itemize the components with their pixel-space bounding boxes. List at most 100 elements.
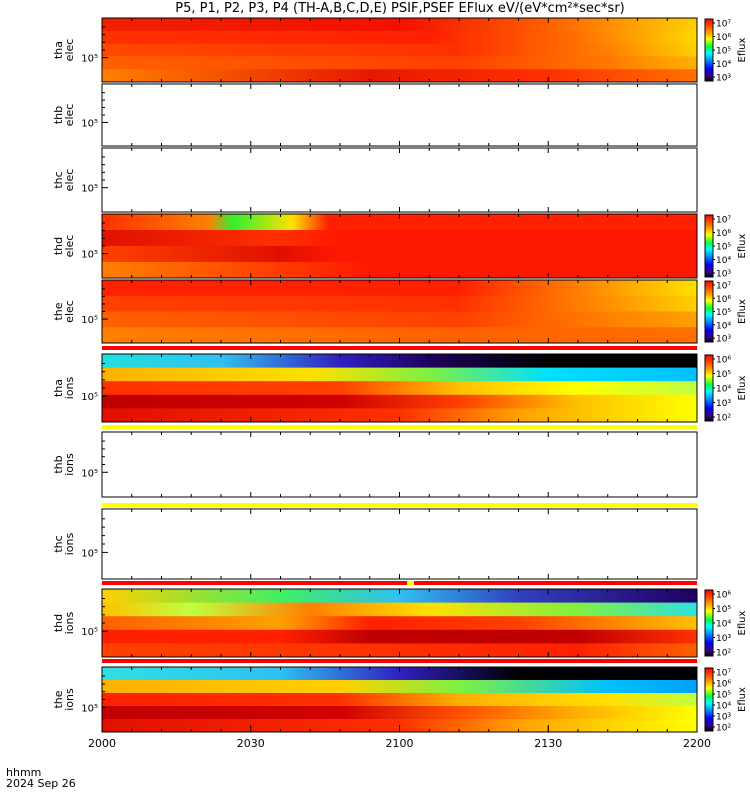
- colorbar: [704, 667, 714, 732]
- y-axis-label-line: ions: [63, 453, 76, 476]
- colorbar-tick-label: 10⁶: [716, 295, 731, 305]
- x-tick-label: 2100: [386, 737, 414, 750]
- y-axis-label-line: thc: [52, 535, 65, 552]
- panel-frame: [101, 431, 698, 498]
- colorbar-tick-label: 10⁴: [716, 321, 731, 331]
- y-axis-label-line: elec: [63, 104, 76, 127]
- colorbar-tick-label: 10⁷: [716, 216, 731, 226]
- panel-frame: [101, 83, 698, 147]
- y-tick-label: 10⁵: [81, 118, 98, 129]
- y-axis-label: thbions: [52, 453, 76, 476]
- colorbar-tick-label: 10³: [716, 634, 731, 644]
- colorbar-tick-label: 10³: [716, 399, 731, 409]
- y-axis-label-line: thb: [52, 455, 65, 473]
- colorbar-tick-label: 10⁶: [716, 591, 731, 601]
- x-tick-label: 2000: [88, 737, 116, 750]
- colorbar-tick-label: 10³: [716, 713, 731, 723]
- y-axis-label-line: the: [52, 690, 65, 708]
- x-tick-label: 2030: [237, 737, 265, 750]
- spectrogram-row: [102, 30, 697, 45]
- y-axis-label: theions: [52, 688, 76, 711]
- spectrogram-row: [102, 602, 697, 617]
- y-tick-label: 10⁵: [81, 548, 98, 559]
- y-axis-label: thbelec: [52, 104, 76, 127]
- colorbar-tick-label: 10⁶: [716, 680, 731, 690]
- y-axis-label-line: ions: [63, 376, 76, 399]
- panel-frame: [101, 147, 698, 213]
- y-axis-label: thcions: [52, 532, 76, 555]
- separator-marker: [407, 581, 414, 585]
- panel-tha-elec: 10⁵ thaelec 10⁷ 10⁶ 10⁵ 10⁴ 10³ Eflux: [52, 17, 748, 84]
- y-axis-label-line: ions: [63, 611, 76, 634]
- panel-thc-ions: 10⁵ thcions: [52, 508, 698, 580]
- y-axis-label-line: ions: [63, 532, 76, 555]
- colorbar: [704, 354, 714, 422]
- colorbar-tick-label: 10⁷: [716, 20, 731, 30]
- spectrogram-row: [102, 367, 697, 382]
- y-tick-label: 10⁵: [81, 392, 98, 403]
- y-tick-label: 10⁵: [81, 703, 98, 714]
- colorbar-tick-label: 10⁶: [716, 356, 731, 366]
- colorbar-tick-label: 10⁴: [716, 385, 731, 395]
- spectrogram-row: [102, 706, 697, 720]
- colorbar-tick-label: 10²: [716, 724, 731, 734]
- y-tick-label: 10⁵: [81, 315, 98, 326]
- spectrogram-row: [102, 311, 697, 328]
- colorbar-tick-label: 10⁴: [716, 702, 731, 712]
- y-axis-label: thdelec: [52, 235, 76, 258]
- panel-separator: [102, 659, 697, 663]
- colorbar-tick-label: 10³: [716, 74, 731, 84]
- panel-frame: [101, 508, 698, 580]
- panel-thb-elec: 10⁵ thbelec: [52, 83, 698, 147]
- y-axis-label-line: elec: [63, 39, 76, 62]
- y-axis-label-line: elec: [63, 169, 76, 192]
- colorbar: [704, 18, 714, 82]
- colorbar-tick-label: 10⁵: [716, 691, 731, 701]
- colorbar-tick-label: 10⁴: [716, 60, 731, 70]
- y-tick-label: 10⁵: [81, 627, 98, 638]
- y-axis-label-line: thd: [52, 237, 65, 255]
- y-axis-label-line: thd: [52, 614, 65, 632]
- spectrogram-row: [102, 629, 697, 644]
- panel-separator: [102, 581, 697, 585]
- colorbar-label: Eflux: [737, 610, 748, 635]
- colorbar-tick-label: 10⁶: [716, 33, 731, 43]
- y-axis-label-line: thc: [52, 171, 65, 188]
- spectrogram-row: [102, 394, 697, 409]
- y-axis-label-line: tha: [52, 379, 65, 397]
- y-tick-label: 10⁵: [81, 54, 98, 65]
- spectrogram-row: [102, 56, 697, 70]
- x-tick-label: 2130: [534, 737, 562, 750]
- spectrogram-row: [102, 693, 697, 707]
- colorbar-label: Eflux: [737, 299, 748, 324]
- colorbar-tick-label: 10⁴: [716, 620, 731, 630]
- colorbar-label: Eflux: [737, 375, 748, 400]
- colorbar-tick-label: 10³: [716, 335, 731, 345]
- colorbar-tick-label: 10⁴: [716, 256, 731, 266]
- colorbar-tick-label: 10⁷: [716, 669, 731, 679]
- spectrogram-row: [102, 246, 697, 263]
- colorbar-tick-label: 10²: [716, 649, 731, 659]
- y-axis-label-line: thb: [52, 106, 65, 124]
- x-tick-label: 2200: [683, 737, 711, 750]
- time-axis-caption: hhmm 2024 Sep 26: [6, 767, 76, 789]
- colorbar: [704, 280, 714, 343]
- panel-separator: [102, 346, 697, 350]
- y-axis-label-line: tha: [52, 41, 65, 59]
- time-format-label: hhmm: [6, 766, 42, 779]
- panel-separator: [102, 425, 697, 429]
- panel-tha-ions: 10⁵ thaions 10⁶ 10⁵ 10⁴ 10³ 10² Eflux: [52, 353, 748, 424]
- colorbar-tick-label: 10⁵: [716, 308, 731, 318]
- y-axis-label: thaelec: [52, 39, 76, 62]
- spectrogram-row: [102, 381, 697, 396]
- y-axis-label: thdions: [52, 611, 76, 634]
- panel-separator: [102, 503, 697, 507]
- colorbar: [704, 589, 714, 657]
- panel-the-elec: 10⁵ theelec 10⁷ 10⁶ 10⁵ 10⁴ 10³ Eflux: [52, 279, 748, 345]
- colorbar-tick-label: 10⁵: [716, 47, 731, 57]
- colorbar-tick-label: 10⁵: [716, 243, 731, 253]
- y-axis-label-line: elec: [63, 300, 76, 323]
- y-axis-label: thcelec: [52, 169, 76, 192]
